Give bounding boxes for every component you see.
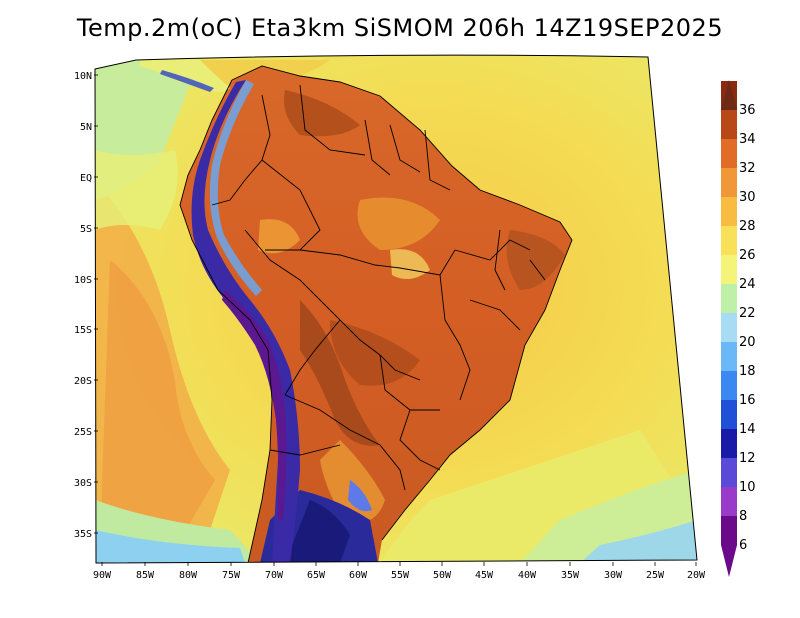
chaco-hot-zone xyxy=(300,300,380,446)
colorbar-swatch xyxy=(721,487,737,516)
colorbar-swatch xyxy=(721,371,737,400)
pantanal-hot-zone xyxy=(330,320,420,386)
colorbar-label: 34 xyxy=(739,132,756,147)
colorbar: 6 8 10 12 14 16 18 20 22 24 26 28 30 32 … xyxy=(721,80,756,577)
colorbar-max-arrow xyxy=(721,80,737,110)
lon-label: 30W xyxy=(604,570,623,581)
andes-edge-cool xyxy=(209,80,262,296)
lon-label: 50W xyxy=(433,570,452,581)
colorbar-swatch xyxy=(721,255,737,284)
colorbar-label: 12 xyxy=(739,451,756,466)
colorbar-swatch xyxy=(721,284,737,313)
colorbar-label: 20 xyxy=(739,335,756,350)
colorbar-swatch xyxy=(721,139,737,168)
longitude-ticks xyxy=(101,562,697,566)
lon-label: 45W xyxy=(475,570,494,581)
lon-label: 90W xyxy=(93,570,112,581)
south-pacific-cold xyxy=(95,530,245,563)
western-amazon-patch xyxy=(258,219,300,254)
colorbar-label: 32 xyxy=(739,161,756,176)
latitude-axis: 10N 5N EQ 5S 10S 15S 20S 25S 30S 35S xyxy=(74,71,92,540)
colorbar-label: 10 xyxy=(739,480,756,495)
colorbar-label: 6 xyxy=(739,538,747,553)
andes-very-cold xyxy=(222,290,287,520)
colorbar-label: 14 xyxy=(739,422,756,437)
northeast-hot-zone xyxy=(506,230,565,290)
lon-label: 75W xyxy=(222,570,241,581)
lon-label: 55W xyxy=(391,570,410,581)
colorbar-swatch xyxy=(721,400,737,429)
colorbar-swatch xyxy=(721,458,737,487)
longitude-axis: 90W 85W 80W 75W 70W 65W 60W 55W 50W 45W … xyxy=(93,570,706,581)
lat-label: 5N xyxy=(80,122,92,133)
lon-label: 65W xyxy=(307,570,326,581)
lat-label: 20S xyxy=(74,376,92,387)
latitude-ticks xyxy=(94,74,98,534)
colorbar-swatch xyxy=(721,197,737,226)
colorbar-label: 8 xyxy=(739,509,747,524)
lat-label: 30S xyxy=(74,478,92,489)
country-borders xyxy=(179,65,573,563)
lon-label: 60W xyxy=(349,570,368,581)
colorbar-label: 24 xyxy=(739,277,756,292)
colorbar-label: 28 xyxy=(739,219,756,234)
lat-label: EQ xyxy=(80,173,92,184)
lon-label: 85W xyxy=(136,570,155,581)
patagonia-very-cold xyxy=(285,500,350,563)
colorbar-label: 26 xyxy=(739,248,756,263)
pacific-mild-band xyxy=(95,150,178,230)
map-domain xyxy=(95,55,697,563)
colorbar-swatch xyxy=(721,226,737,255)
colorbar-swatch xyxy=(721,516,737,545)
map-title: Temp.2m(oC) Eta3km SiSMOM 206h 14Z19SEP2… xyxy=(76,14,724,42)
pampas-mild xyxy=(320,440,385,523)
pacific-hot-core xyxy=(100,260,215,540)
map-frame xyxy=(94,54,698,564)
lon-label: 25W xyxy=(646,570,665,581)
amazon-mild-patch xyxy=(357,197,440,250)
venezuela-hot-zone xyxy=(284,90,360,137)
lat-label: 25S xyxy=(74,427,92,438)
lat-label: 5S xyxy=(80,224,92,235)
colorbar-swatch xyxy=(721,110,737,139)
central-america-highlands xyxy=(160,70,214,92)
lon-label: 70W xyxy=(265,570,284,581)
colorbar-swatch xyxy=(721,168,737,197)
colorbar-label: 22 xyxy=(739,306,756,321)
central-america-land xyxy=(140,60,230,92)
lon-label: 20W xyxy=(687,570,706,581)
lon-label: 35W xyxy=(561,570,580,581)
colorbar-min-arrow xyxy=(721,545,737,577)
lat-label: 10N xyxy=(74,71,92,82)
south-atlantic-cold xyxy=(580,520,697,563)
lat-label: 15S xyxy=(74,325,92,336)
colorbar-label: 18 xyxy=(739,364,756,379)
colorbar-label: 16 xyxy=(739,393,756,408)
pampas-cool xyxy=(348,480,372,512)
lon-label: 80W xyxy=(179,570,198,581)
colorbar-swatch xyxy=(721,429,737,458)
colorbar-label: 36 xyxy=(739,103,756,118)
colorbar-swatch xyxy=(721,313,737,342)
lat-label: 10S xyxy=(74,275,92,286)
colorbar-swatch xyxy=(721,342,737,371)
lat-label: 35S xyxy=(74,529,92,540)
lon-label: 40W xyxy=(518,570,537,581)
colorbar-label: 30 xyxy=(739,190,756,205)
